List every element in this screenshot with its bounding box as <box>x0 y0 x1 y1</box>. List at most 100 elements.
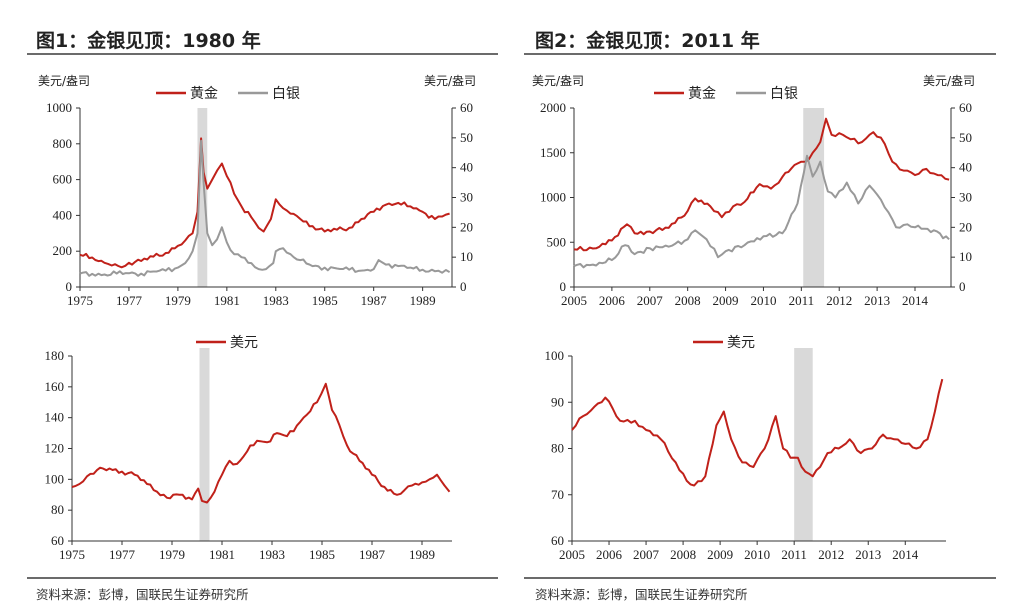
p1-metals-y2tick-label: 60 <box>460 100 473 115</box>
p2-metals-xtick-label: 2006 <box>599 293 626 308</box>
source-note-1: 资料来源：彭博，国联民生证券研究所 <box>36 587 249 602</box>
panel-title-1: 图1：金银见顶：1980 年 <box>36 30 261 52</box>
p2-metals-y2tick-label: 40 <box>959 160 972 175</box>
p2-metals-y2label: 美元/盎司 <box>923 74 975 88</box>
p2-usd-xtick-label: 2007 <box>633 547 660 562</box>
p2-metals-xtick-label: 2014 <box>902 293 929 308</box>
p1-metals-ytick-label: 800 <box>53 136 73 151</box>
p2-usd-xtick-label: 2012 <box>818 547 844 562</box>
p1-usd-shade-band <box>199 348 210 541</box>
p2-usd-ytick-label: 80 <box>551 441 564 456</box>
p2-metals-xtick-label: 2011 <box>789 293 815 308</box>
p1-metals-y2tick-label: 40 <box>460 160 473 175</box>
source-note-2: 资料来源：彭博，国联民生证券研究所 <box>535 587 748 602</box>
p1-metals-y2tick-label: 0 <box>460 279 467 294</box>
bottom-rule-1 <box>27 577 498 579</box>
p1-usd-ytick-label: 100 <box>45 471 65 486</box>
p1-metals-xtick-label: 1977 <box>116 293 143 308</box>
p1-usd-ytick-label: 160 <box>45 379 65 394</box>
p2-usd-series-usd <box>571 378 944 487</box>
p2-usd-xtick-label: 2006 <box>596 547 623 562</box>
p1-metals-series-silver <box>79 139 451 277</box>
p1-metals-xtick-label: 1983 <box>263 293 289 308</box>
p1-metals-ytick-label: 400 <box>53 207 73 222</box>
p2-metals-y2tick-label: 0 <box>959 279 966 294</box>
p2-metals-legend-label-silver: 白银 <box>770 86 798 102</box>
p2-usd-xtick-label: 2009 <box>707 547 733 562</box>
p1-usd-xtick-label: 1981 <box>209 547 235 562</box>
p1-metals-y2label: 美元/盎司 <box>424 74 476 88</box>
p1-usd-series-usd <box>71 382 451 504</box>
p2-usd-ytick-label: 100 <box>545 348 565 363</box>
p2-metals-xtick-label: 2005 <box>561 293 587 308</box>
bottom-rule-2 <box>524 577 996 579</box>
p1-usd-xtick-label: 1977 <box>109 547 136 562</box>
p1-usd-ytick-label: 120 <box>45 441 65 456</box>
p2-metals-xtick-label: 2013 <box>864 293 890 308</box>
p2-metals-xtick-label: 2007 <box>637 293 664 308</box>
p2-metals-legend-label-gold: 黄金 <box>688 85 716 102</box>
p2-usd-xtick-label: 2014 <box>892 547 919 562</box>
p2-usd-legend-label-usd: 美元 <box>727 335 755 351</box>
p2-usd-ytick-label: 60 <box>551 533 564 548</box>
p2-metals-y2tick-label: 30 <box>959 190 972 205</box>
p1-metals-series-gold <box>79 137 450 269</box>
p2-metals-y2tick-label: 20 <box>959 219 972 234</box>
title-rule-2 <box>524 53 996 55</box>
p2-usd-ytick-label: 90 <box>551 394 564 409</box>
p2-metals-y2tick-label: 50 <box>959 130 972 145</box>
p1-metals-xtick-label: 1989 <box>410 293 436 308</box>
p1-metals-ytick-label: 1000 <box>46 100 72 115</box>
p1-metals-legend-label-gold: 黄金 <box>190 85 218 102</box>
p2-metals-shade-band <box>803 108 825 287</box>
p2-metals-ytick-label: 1500 <box>540 145 566 160</box>
p1-metals-xtick-label: 1979 <box>165 293 191 308</box>
p1-metals-ytick-label: 200 <box>53 243 73 258</box>
p1-usd-ytick-label: 80 <box>51 502 64 517</box>
p2-metals-ylabel: 美元/盎司 <box>532 74 584 88</box>
p2-metals-xtick-label: 2008 <box>675 293 701 308</box>
p2-usd-shade-band <box>794 348 813 541</box>
p2-usd-xtick-label: 2010 <box>744 547 770 562</box>
p2-metals-xtick-label: 2010 <box>750 293 776 308</box>
p2-usd-xtick-label: 2011 <box>781 547 807 562</box>
p1-metals-y2tick-label: 50 <box>460 130 473 145</box>
p1-usd-xtick-label: 1987 <box>359 547 386 562</box>
p1-metals-ytick-label: 600 <box>53 172 73 187</box>
p1-metals-ytick-label: 0 <box>66 279 73 294</box>
p1-usd-xtick-label: 1979 <box>159 547 185 562</box>
panel-title-2: 图2：金银见顶：2011 年 <box>535 30 760 52</box>
p2-metals-y2tick-label: 60 <box>959 100 972 115</box>
p1-usd-xtick-label: 1985 <box>309 547 335 562</box>
p2-metals-xtick-label: 2012 <box>826 293 852 308</box>
p2-usd-ytick-label: 70 <box>551 487 564 502</box>
p1-metals-y2tick-label: 20 <box>460 219 473 234</box>
p2-metals-xtick-label: 2009 <box>713 293 739 308</box>
p1-metals-y2tick-label: 10 <box>460 249 473 264</box>
p2-usd-xtick-label: 2013 <box>855 547 881 562</box>
p2-metals-ytick-label: 1000 <box>540 190 566 205</box>
p2-usd-xtick-label: 2005 <box>559 547 585 562</box>
p2-metals-ytick-label: 0 <box>560 279 567 294</box>
p2-metals-series-gold <box>573 117 950 252</box>
p2-metals-y2tick-label: 10 <box>959 249 972 264</box>
p2-metals-series-silver <box>573 154 950 269</box>
p1-usd-xtick-label: 1975 <box>59 547 85 562</box>
p1-usd-ytick-label: 60 <box>51 533 64 548</box>
p1-metals-shade-band <box>197 108 208 287</box>
p1-metals-xtick-label: 1987 <box>361 293 388 308</box>
p1-metals-xtick-label: 1975 <box>67 293 93 308</box>
p1-usd-xtick-label: 1989 <box>409 547 435 562</box>
p1-metals-legend-label-silver: 白银 <box>272 86 300 102</box>
p1-usd-legend-label-usd: 美元 <box>230 335 258 351</box>
title-rule-1 <box>27 53 498 55</box>
p1-metals-y2tick-label: 30 <box>460 190 473 205</box>
p1-metals-xtick-label: 1981 <box>214 293 240 308</box>
p1-usd-xtick-label: 1983 <box>259 547 285 562</box>
p2-metals-ytick-label: 500 <box>547 234 567 249</box>
p2-usd-xtick-label: 2008 <box>670 547 696 562</box>
p1-metals-xtick-label: 1985 <box>312 293 338 308</box>
p1-usd-ytick-label: 180 <box>45 348 65 363</box>
p2-metals-ytick-label: 2000 <box>540 100 566 115</box>
